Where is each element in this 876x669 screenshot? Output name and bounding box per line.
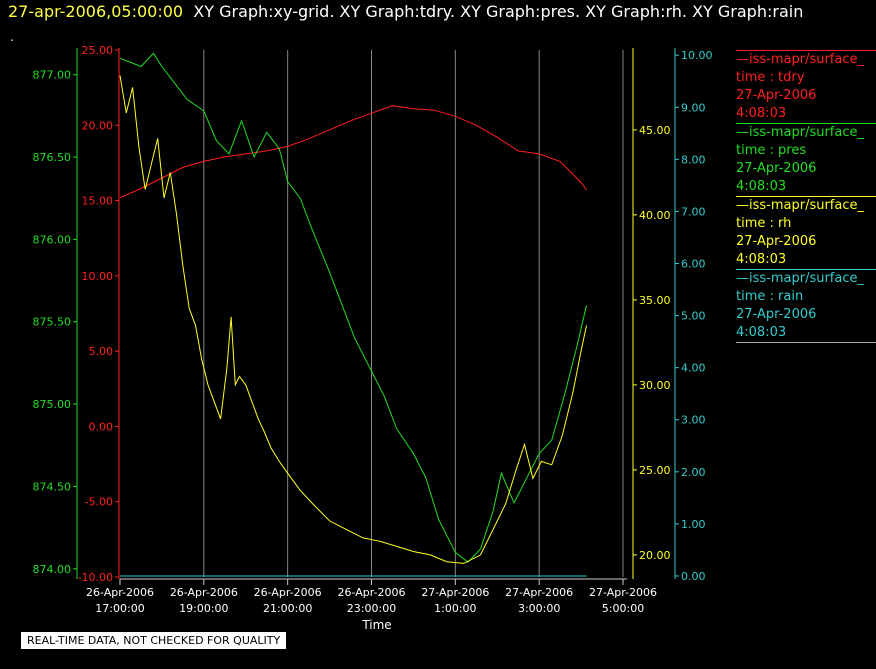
y-tick-label-pres: 876.50	[33, 151, 72, 164]
y-tick-label-rh: 40.00	[639, 209, 671, 222]
x-tick-label-time: 5:00:00	[602, 602, 644, 615]
x-tick-label-date: 27-Apr-2006	[589, 586, 657, 599]
y-tick-label-rain: 3.00	[681, 414, 706, 427]
y-tick-label-rh: 35.00	[639, 294, 671, 307]
y-tick-label-rain: 7.00	[681, 205, 706, 218]
y-tick-label-tdry: 10.00	[82, 270, 114, 283]
x-tick-label-time: 3:00:00	[518, 602, 560, 615]
legend-time: 4:08:03	[736, 179, 787, 194]
y-tick-label-rain: 0.00	[681, 570, 706, 583]
y-tick-label-rain: 6.00	[681, 258, 706, 271]
x-tick-label-time: 23:00:00	[347, 602, 396, 615]
legend-name: —iss-mapr/surface_	[736, 125, 865, 140]
y-tick-label-tdry: 20.00	[82, 119, 114, 132]
y-tick-label-rh: 25.00	[639, 464, 671, 477]
series-line-tdry	[119, 105, 587, 199]
header-dot: .	[10, 30, 14, 44]
y-tick-label-rh: 20.00	[639, 549, 671, 562]
y-tick-label-rain: 4.00	[681, 362, 706, 375]
y-tick-label-tdry: -5.00	[85, 496, 113, 509]
x-tick-label-date: 27-Apr-2006	[505, 586, 573, 599]
x-tick-label-date: 26-Apr-2006	[170, 586, 238, 599]
header-timestamp: 27-apr-2006,05:00:00	[8, 2, 184, 21]
x-tick-label-time: 21:00:00	[263, 602, 312, 615]
legend-time: 4:08:03	[736, 252, 787, 267]
y-tick-label-rh: 45.00	[639, 124, 671, 137]
y-tick-label-tdry: 5.00	[89, 345, 114, 358]
x-tick-label-time: 1:00:00	[434, 602, 476, 615]
series-line-pres	[119, 52, 587, 563]
legend-var: time : tdry	[736, 70, 805, 85]
y-tick-label-pres: 877.00	[33, 69, 72, 82]
legend-var: time : rain	[736, 289, 804, 304]
legend-entry-rain: —iss-mapr/surface_time : rain 27-Apr-2006…	[736, 269, 876, 342]
legend-date: 27-Apr-2006	[736, 161, 817, 176]
y-tick-label-tdry: 0.00	[89, 420, 114, 433]
legend-var: time : pres	[736, 143, 807, 158]
y-tick-label-pres: 874.50	[33, 480, 72, 493]
x-tick-label-date: 26-Apr-2006	[254, 586, 322, 599]
x-tick-label-date: 26-Apr-2006	[86, 586, 154, 599]
x-tick-label-time: 19:00:00	[179, 602, 228, 615]
y-tick-label-tdry: 15.00	[82, 195, 114, 208]
legend-name: —iss-mapr/surface_	[736, 271, 865, 286]
legend-date: 27-Apr-2006	[736, 307, 817, 322]
legend-time: 4:08:03	[736, 106, 787, 121]
quality-banner: REAL-TIME DATA, NOT CHECKED FOR QUALITY	[20, 631, 288, 650]
y-tick-label-rain: 10.00	[681, 49, 713, 62]
y-tick-label-rain: 1.00	[681, 518, 706, 531]
legend-name: —iss-mapr/surface_	[736, 198, 865, 213]
y-tick-label-rh: 30.00	[639, 379, 671, 392]
y-tick-label-rain: 8.00	[681, 153, 706, 166]
header-graph-list: XY Graph:xy-grid. XY Graph:tdry. XY Grap…	[193, 2, 804, 21]
x-tick-label-date: 27-Apr-2006	[421, 586, 489, 599]
y-tick-label-rain: 5.00	[681, 310, 706, 323]
legend-var: time : rh	[736, 216, 792, 231]
legend-entry-pres: —iss-mapr/surface_time : pres 27-Apr-2006…	[736, 123, 876, 196]
legend-date: 27-Apr-2006	[736, 234, 817, 249]
legend-date: 27-Apr-2006	[736, 88, 817, 103]
legend-name: —iss-mapr/surface_	[736, 52, 865, 67]
legend: —iss-mapr/surface_ time : tdry 27-Apr-2006…	[736, 50, 876, 343]
legend-end-rule	[736, 342, 876, 343]
x-tick-label-time: 17:00:00	[95, 602, 144, 615]
y-tick-label-tdry: -10.00	[78, 571, 113, 584]
x-axis-label: Time	[361, 618, 391, 632]
series-line-rh	[119, 75, 587, 564]
y-tick-label-pres: 874.00	[33, 563, 72, 576]
legend-entry-rh: —iss-mapr/surface_time : rh 27-Apr-2006 4:…	[736, 196, 876, 269]
x-tick-label-date: 26-Apr-2006	[337, 586, 405, 599]
y-tick-label-rain: 2.00	[681, 466, 706, 479]
y-tick-label-pres: 875.50	[33, 316, 72, 329]
y-tick-label-pres: 875.00	[33, 398, 72, 411]
y-tick-label-tdry: 25.00	[82, 44, 114, 57]
legend-entry-tdry: —iss-mapr/surface_time : tdry 27-Apr-2006…	[736, 50, 876, 123]
legend-time: 4:08:03	[736, 325, 787, 340]
y-tick-label-rain: 9.00	[681, 101, 706, 114]
graph-header: 27-apr-2006,05:00:00 XY Graph:xy-grid. X…	[8, 2, 803, 21]
y-tick-label-pres: 876.00	[33, 233, 72, 246]
